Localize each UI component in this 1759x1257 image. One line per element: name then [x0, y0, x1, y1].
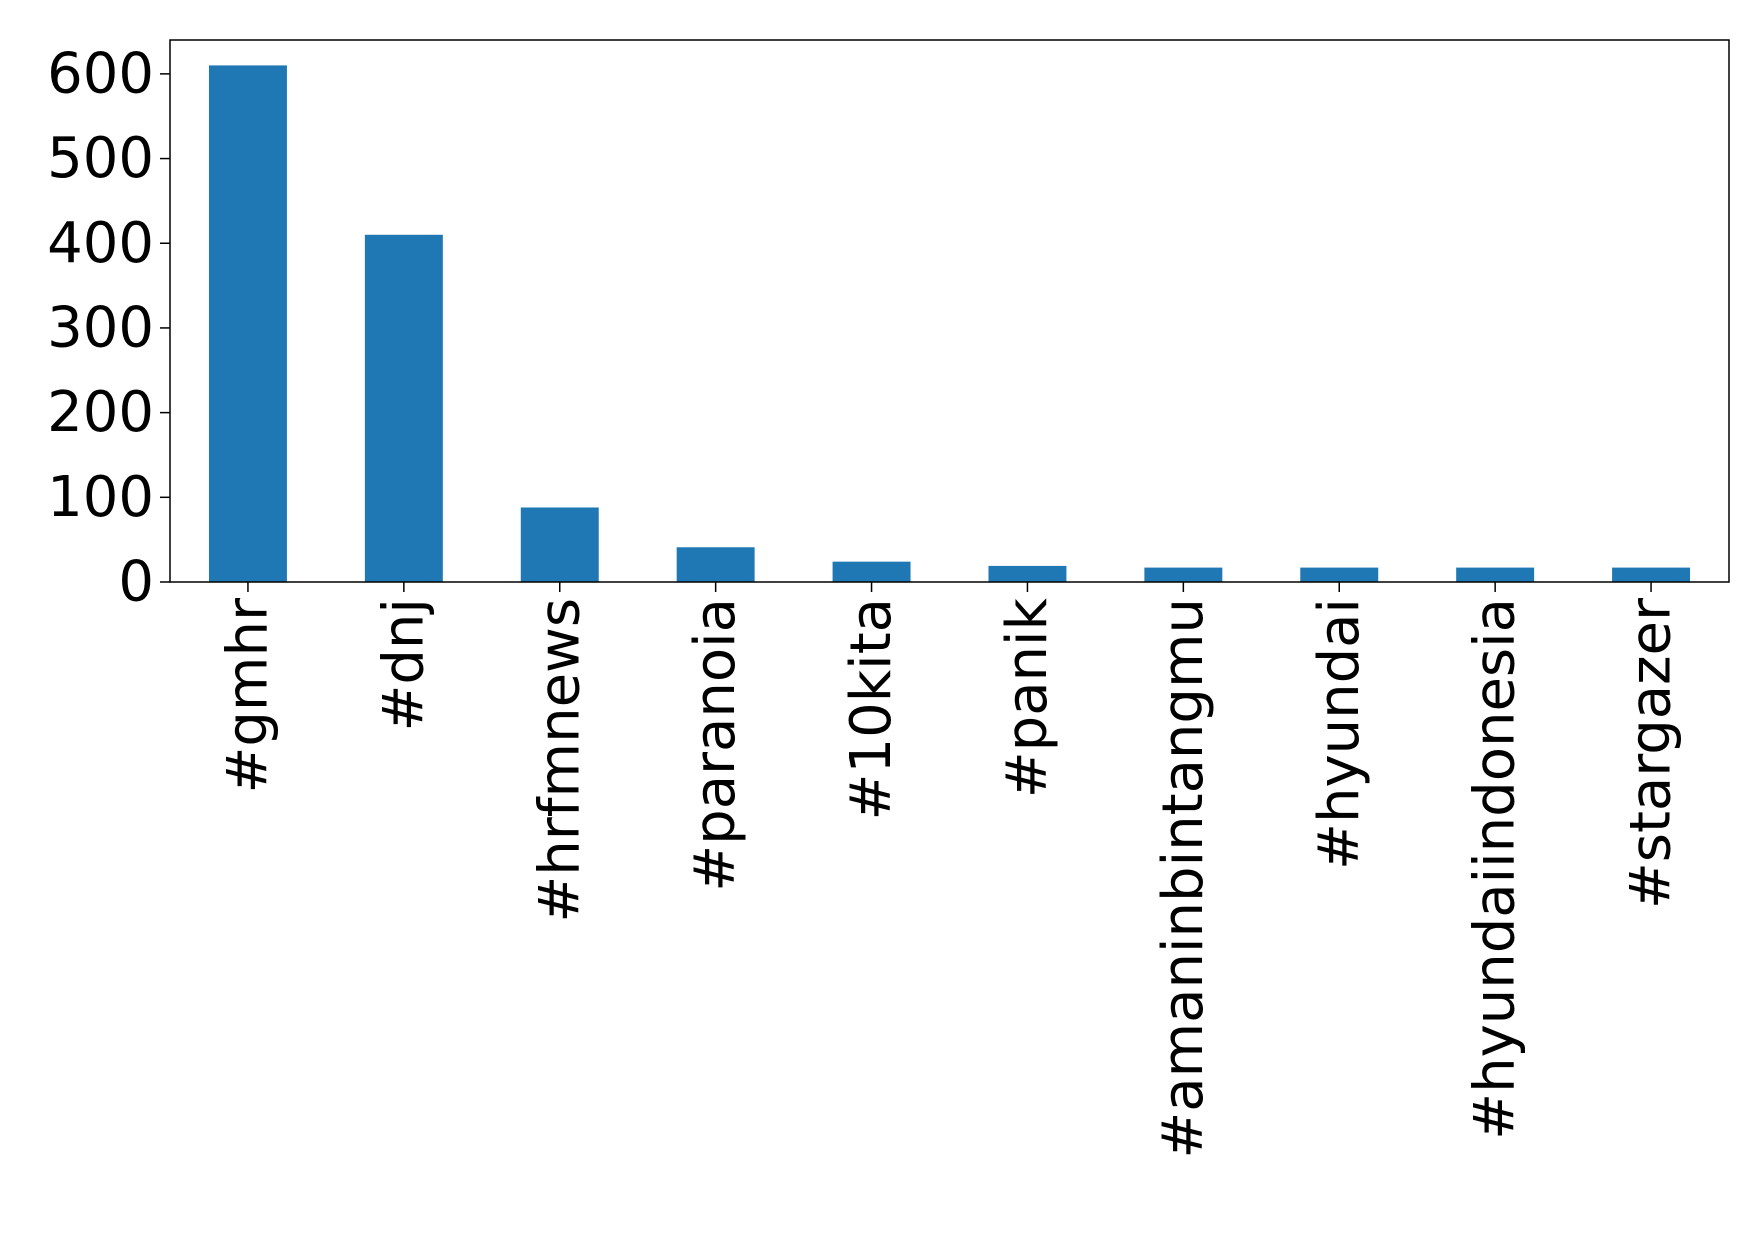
x-tick-label: #paranoia: [683, 598, 748, 892]
y-tick-label: 500: [47, 126, 154, 191]
x-tick-label: #panik: [995, 597, 1060, 798]
plot-frame: [169, 39, 1730, 583]
bar: [676, 547, 755, 582]
bar: [1612, 567, 1691, 582]
bar: [208, 65, 287, 582]
y-tick-label: 0: [118, 550, 154, 615]
x-tick-label: #10kita: [839, 598, 904, 820]
bar: [832, 561, 911, 582]
y-tick-label: 100: [47, 465, 154, 530]
y-tick-label: 300: [47, 295, 154, 360]
x-tick-label: #hyundai: [1307, 598, 1372, 870]
bar: [520, 507, 599, 582]
y-tick-label: 600: [47, 41, 154, 106]
x-tick-label: #hrfmnews: [527, 598, 592, 923]
bar: [1144, 567, 1223, 582]
bar: [1300, 567, 1379, 582]
x-tick-label: #amaninbintangmu: [1151, 598, 1216, 1159]
y-axis: 0 100 200 300 400 500 600: [47, 41, 170, 615]
y-tick-label: 400: [47, 211, 154, 276]
bar: [988, 565, 1067, 582]
x-tick-label: #hyundaiindonesia: [1463, 598, 1528, 1140]
bars-group: [208, 65, 1691, 582]
x-axis: #gmhr #dnj #hrfmnews #paranoia #10kita #panik…: [215, 582, 1684, 1159]
x-tick-label: #dnj: [371, 598, 436, 732]
y-tick-label: 200: [47, 380, 154, 445]
bar: [1456, 567, 1535, 582]
x-tick-label: #stargazer: [1619, 597, 1684, 909]
bar: [364, 234, 443, 582]
x-tick-label: #gmhr: [215, 597, 280, 794]
